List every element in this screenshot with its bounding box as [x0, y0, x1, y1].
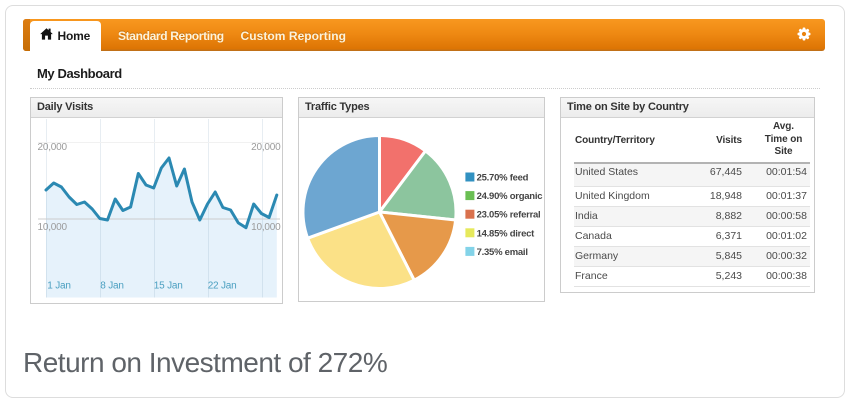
- svg-text:10,000: 10,000: [38, 222, 68, 233]
- svg-text:20,000: 20,000: [38, 142, 68, 153]
- svg-text:23.05% referral: 23.05% referral: [477, 210, 541, 221]
- svg-text:24.90% organic: 24.90% organic: [477, 191, 543, 202]
- svg-text:22 Jan: 22 Jan: [208, 281, 237, 292]
- svg-text:1 Jan: 1 Jan: [47, 281, 70, 292]
- svg-text:14.85% direct: 14.85% direct: [477, 228, 536, 239]
- svg-text:10,000: 10,000: [251, 222, 281, 233]
- svg-text:25.70% feed: 25.70% feed: [477, 173, 529, 184]
- svg-text:20,000: 20,000: [251, 142, 281, 153]
- svg-text:8 Jan: 8 Jan: [100, 281, 123, 292]
- svg-text:7.35% email: 7.35% email: [477, 247, 528, 258]
- svg-text:15 Jan: 15 Jan: [154, 281, 183, 292]
